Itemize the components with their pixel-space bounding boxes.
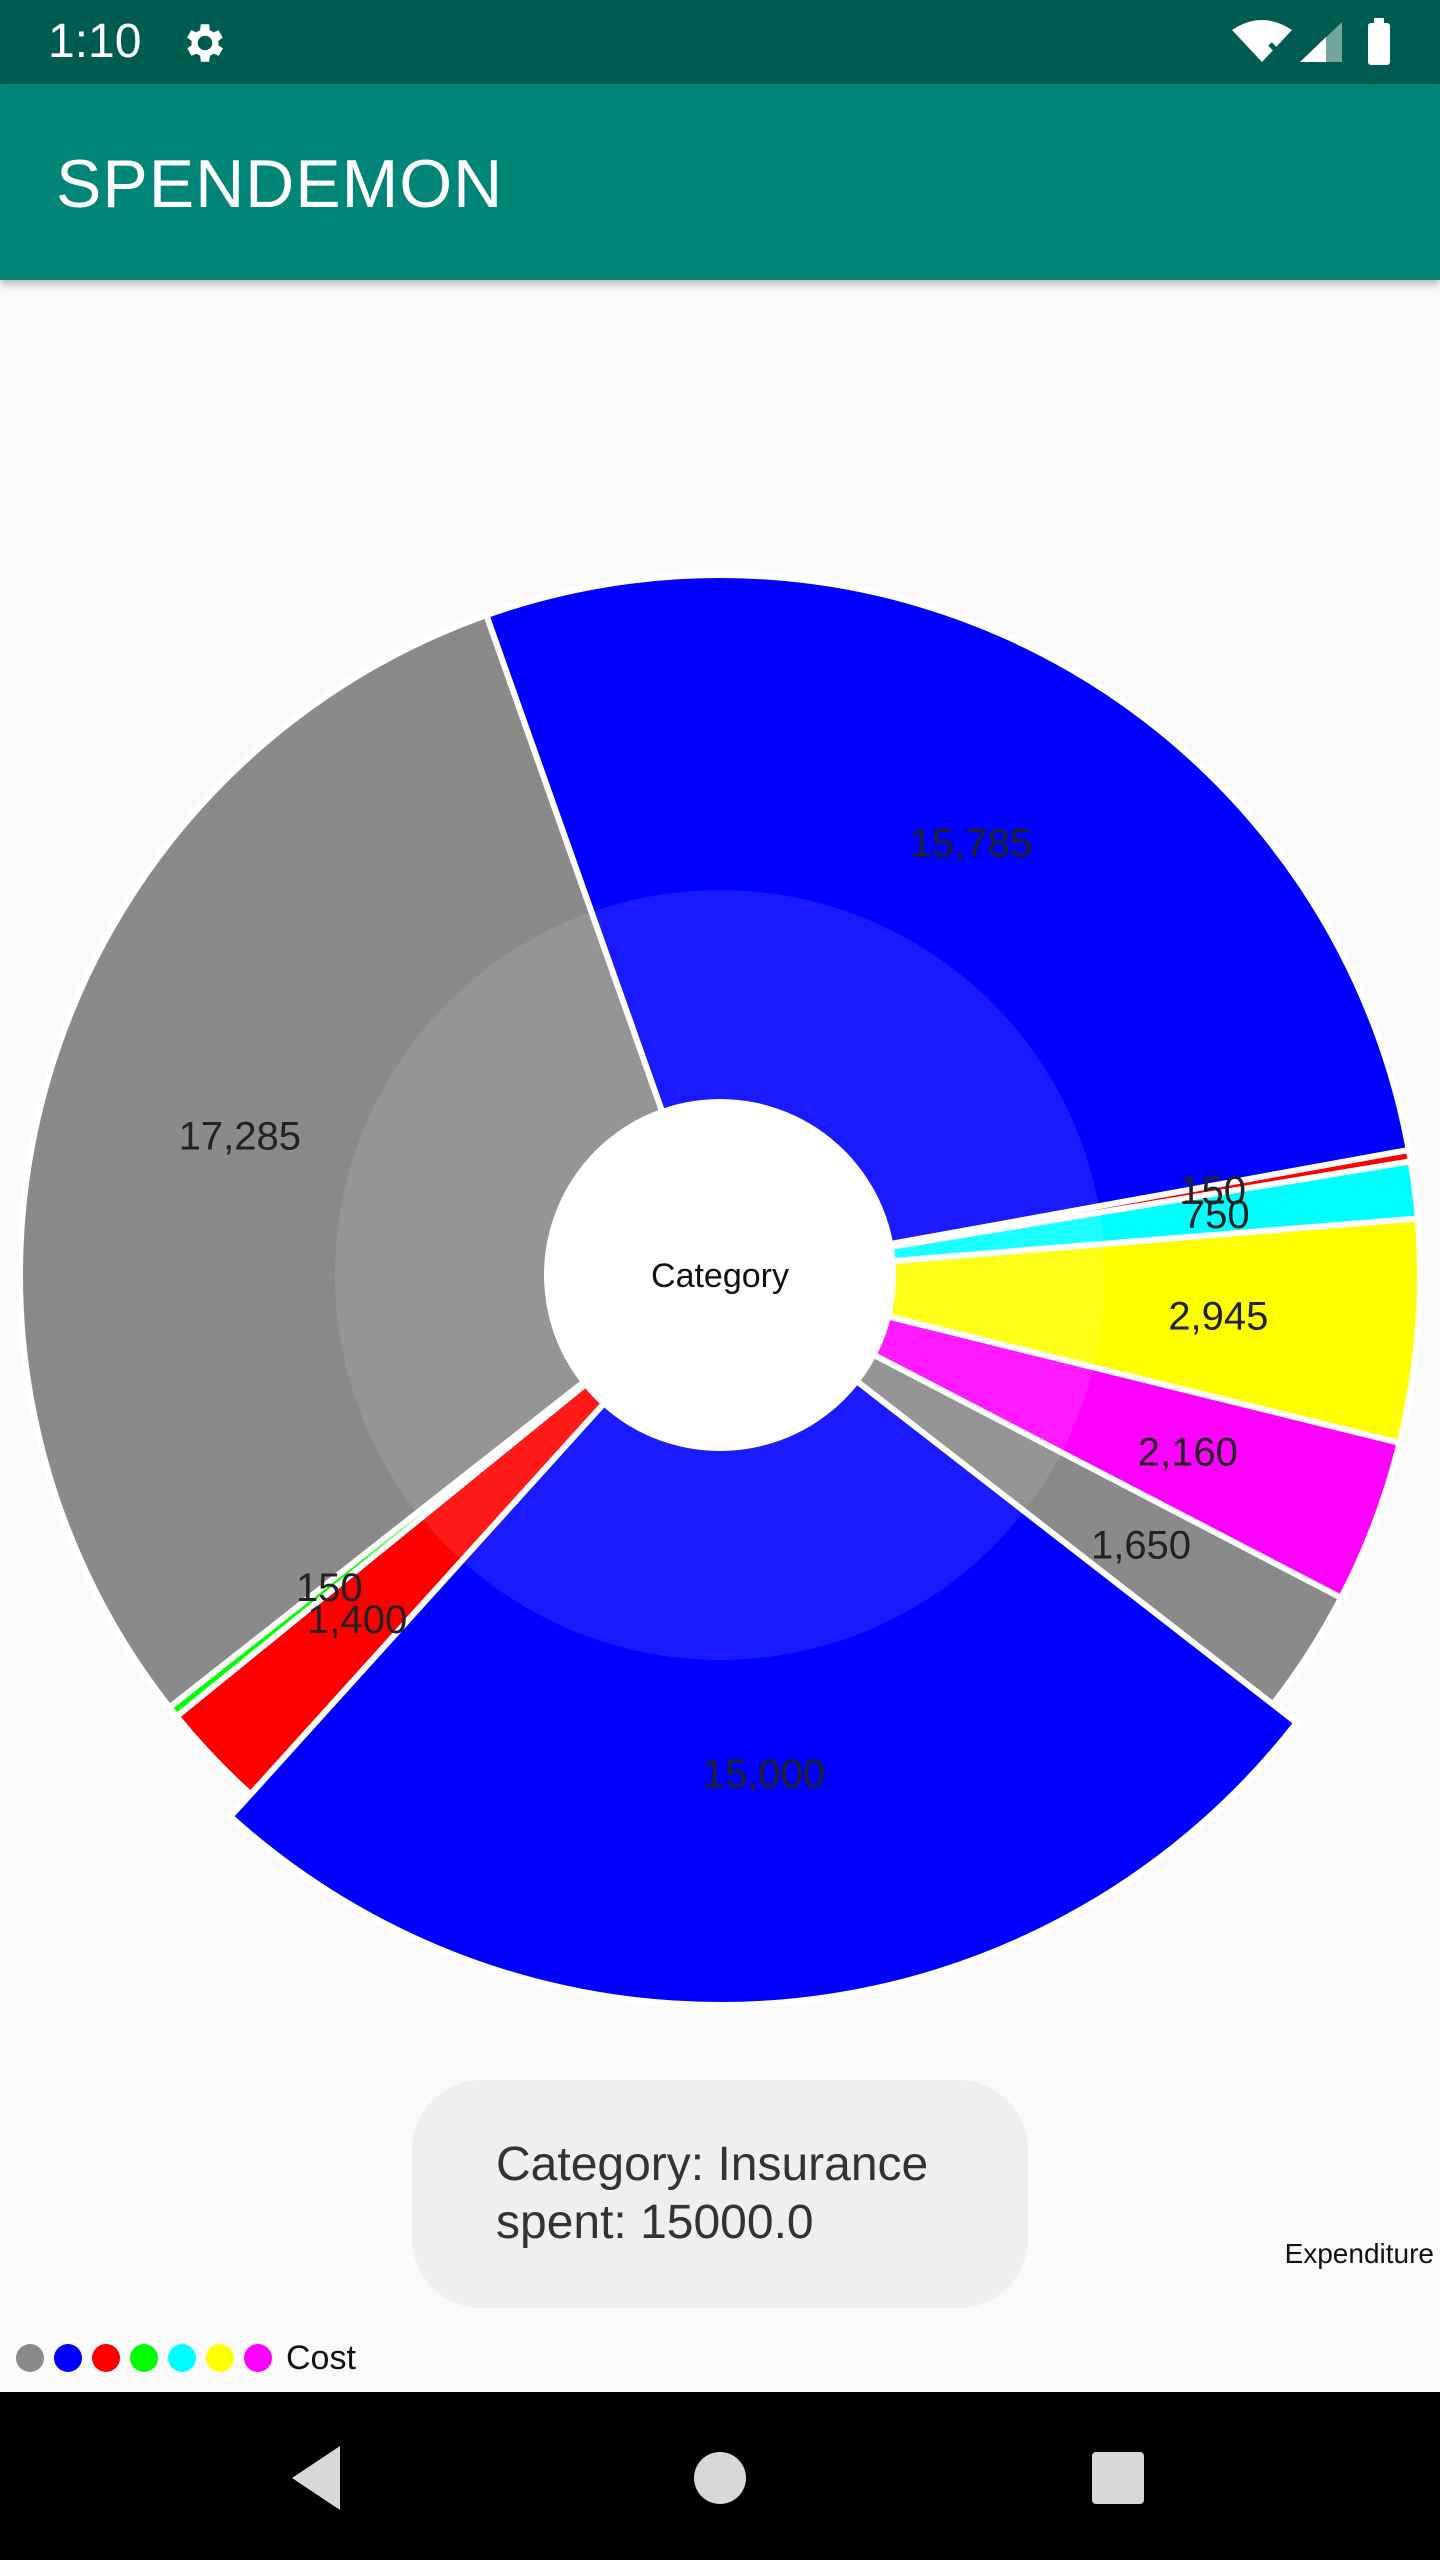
- legend-dot: [16, 2344, 44, 2372]
- chart-legend: Cost: [16, 2338, 356, 2378]
- wifi-icon: [1232, 20, 1292, 62]
- pie-slice-label: 1,400: [307, 1598, 407, 1642]
- recents-icon[interactable]: [1078, 2438, 1158, 2518]
- signal-icon: [1300, 22, 1342, 62]
- status-time: 1:10: [48, 15, 142, 68]
- legend-dot: [130, 2344, 158, 2372]
- chart-description: Expenditure: [1284, 2238, 1434, 2269]
- app-bar: SPENDEMON: [0, 84, 1440, 280]
- pie-slice[interactable]: [17, 611, 724, 1712]
- app-title: SPENDEMON: [56, 146, 504, 222]
- legend-dot: [92, 2344, 120, 2372]
- pie-slice[interactable]: [226, 1270, 1301, 2008]
- pie-slice-label: 750: [1183, 1193, 1250, 1237]
- pie-slice-label: 15,000: [703, 1752, 825, 1796]
- toast-line-category: Category: Insurance: [496, 2138, 929, 2191]
- battery-icon: [1368, 18, 1390, 65]
- legend-dot: [206, 2344, 234, 2372]
- pie-slice-label: 1,650: [1091, 1524, 1191, 1568]
- pie-slice-label: 2,160: [1138, 1431, 1238, 1475]
- gear-icon: [187, 24, 223, 62]
- status-bar: 1:10: [0, 0, 1440, 84]
- expenditure-pie-chart[interactable]: 15,7851507502,9452,1601,65015,0001,40015…: [0, 280, 1440, 2180]
- pie-slice-label: 17,285: [179, 1115, 301, 1159]
- pie-slice-label: 150: [1179, 1169, 1246, 1213]
- center-hole: [544, 1099, 896, 1451]
- pie-labels: 15,7851507502,9452,1601,65015,0001,40015…: [179, 821, 1269, 1796]
- legend-dots: [16, 2344, 282, 2372]
- pie-slice-label: 15,785: [910, 821, 1032, 865]
- back-icon[interactable]: [280, 2438, 360, 2518]
- home-icon[interactable]: [680, 2438, 760, 2518]
- center-label: Category: [651, 1257, 789, 1295]
- legend-label: Cost: [286, 2338, 356, 2377]
- legend-dot: [168, 2344, 196, 2372]
- legend-dot: [244, 2344, 272, 2372]
- toast-line-spent: spent: 15000.0: [496, 2196, 814, 2249]
- toast-message: Category: Insurance spent: 15000.0: [412, 2080, 1028, 2308]
- pie-slice-label: 150: [296, 1566, 363, 1610]
- status-icons: [1232, 18, 1390, 65]
- pie-slice-label: 2,945: [1168, 1294, 1268, 1338]
- navigation-bar: [0, 2392, 1440, 2560]
- legend-dot: [54, 2344, 82, 2372]
